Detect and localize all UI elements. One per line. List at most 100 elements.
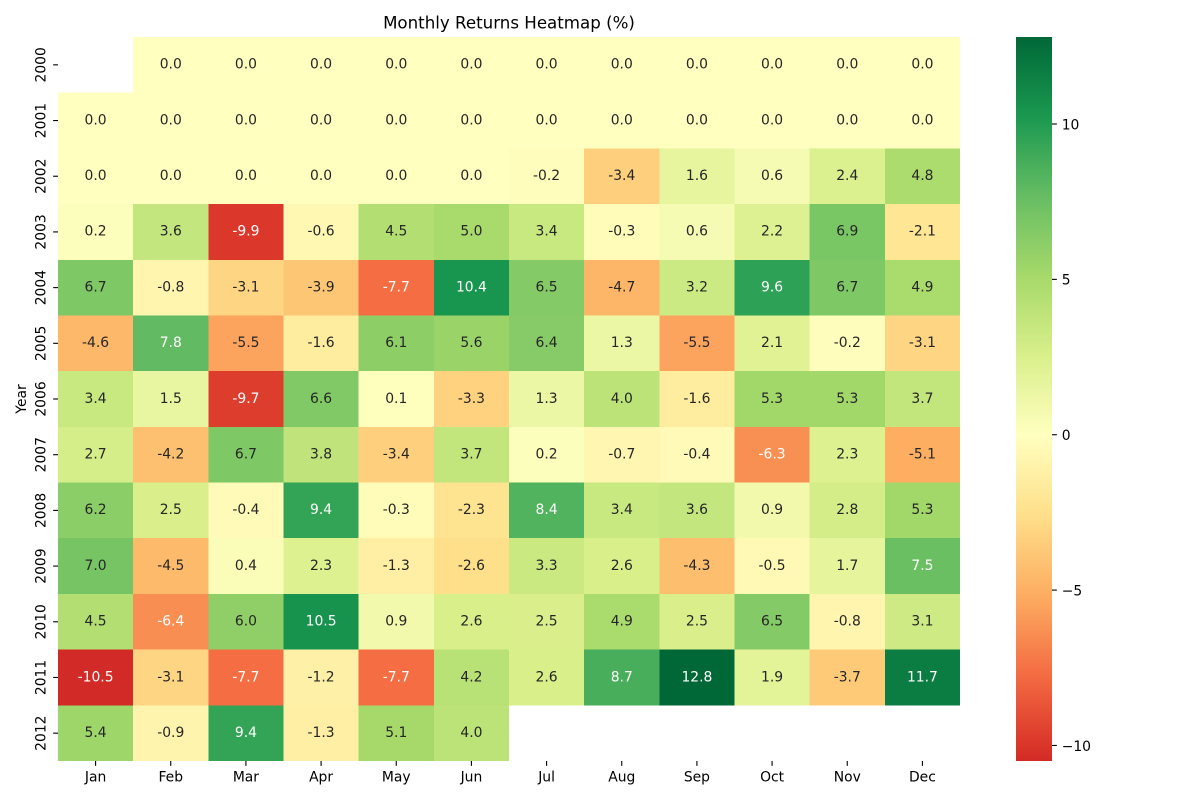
heatmap-cell [133,538,209,594]
y-tick-label: 2000 [33,47,49,82]
heatmap-cell [133,92,209,149]
heatmap-cell [58,705,134,761]
cell-value-label: 5.4 [85,725,107,741]
y-tick-label: 2012 [33,715,49,750]
heatmap-cell [283,259,359,316]
cell-value-label: -6.3 [759,446,786,462]
cell-value-label: 2.1 [761,335,783,351]
x-tick-label: Jul [537,769,555,785]
heatmap-cell [584,482,660,539]
cell-value-label: 0.0 [460,57,482,73]
heatmap-cell [659,148,735,205]
cell-value-label: -1.2 [308,669,335,685]
heatmap-cell [208,204,284,260]
cell-value-label: 2.3 [836,446,858,462]
cell-value-label: 0.0 [686,57,708,73]
cell-value-label: 0.0 [611,57,633,73]
cell-value-labels: 0.0 0.0 0.0 0.0 0.0 0.0 0.0 0.0 0.0 0.0 0.0 0.0 0.0 0… [78,57,938,741]
cell-value-label: 3.4 [85,391,107,407]
cell-value-label: 0.0 [611,112,633,128]
heatmap-cell [433,37,509,93]
cell-value-label: 3.4 [611,502,633,518]
heatmap-cell [884,649,960,706]
cell-value-label: -2.3 [458,502,485,518]
heatmap-cell [659,92,735,149]
cell-value-label: -5.1 [909,446,936,462]
cell-value-label: 3.2 [686,279,708,295]
heatmap-cell [58,371,134,427]
cell-value-label: -9.9 [232,224,259,240]
cell-value-label: -9.7 [232,391,259,407]
cell-value-label: 0.9 [385,614,407,630]
heatmap-cell [433,649,509,706]
cell-value-label: 2.4 [836,168,858,184]
cell-value-label: -10.5 [78,669,114,685]
heatmap-cell [884,482,960,539]
heatmap-cell [133,315,209,372]
x-tick-label: Nov [834,769,861,785]
heatmap-cell [734,92,810,149]
cell-value-label: -1.6 [683,391,710,407]
cell-value-label: -0.7 [608,446,635,462]
cell-value-label: 1.3 [536,391,558,407]
y-axis-label: Year [14,384,30,415]
heatmap-cell [809,259,885,316]
cell-value-label: 1.3 [611,335,633,351]
heatmap-cell [509,204,585,260]
cell-value-label: -0.4 [232,502,259,518]
cell-value-label: -3.1 [909,335,936,351]
heatmap-cell [509,482,585,539]
cell-value-label: 7.5 [911,558,933,574]
heatmap-cell [133,593,209,650]
heatmap-cell [734,371,810,427]
heatmap-cell [659,204,735,260]
heatmap-cell [283,92,359,149]
heatmap-cell [734,259,810,316]
heatmap-cell [208,538,284,594]
heatmap-cell [283,649,359,706]
cell-value-label: 9.6 [761,279,783,295]
heatmap-cell [283,371,359,427]
cell-value-label: -0.4 [683,446,710,462]
cell-value-label: 0.9 [761,502,783,518]
heatmap-cell [509,649,585,706]
cell-value-label: 6.7 [836,279,858,295]
cell-value-label: 6.6 [310,391,332,407]
cell-value-label: -0.2 [533,168,560,184]
heatmap-cell [283,593,359,650]
cell-value-label: -5.5 [683,335,710,351]
colorbar-tick-label: 0 [1062,428,1071,444]
heatmap-cell [734,649,810,706]
heatmap-cell [809,148,885,205]
heatmap-cell [809,482,885,539]
heatmap-cell [58,92,134,149]
colorbar-gradient [1016,37,1052,761]
heatmap-cell [809,426,885,483]
cell-value-label: 0.1 [385,391,407,407]
cell-value-label: -4.3 [683,558,710,574]
x-axis: Jan Feb Mar Apr May Jun Jul Aug Sep Oct Nov Dec [84,761,936,785]
y-tick-label: 2010 [33,604,49,639]
cell-value-label: 2.2 [761,224,783,240]
heatmap-cell [659,259,735,316]
heatmap-cell [884,37,960,93]
cell-value-label: 6.5 [536,279,558,295]
cell-value-label: 6.0 [235,614,257,630]
y-tick-label: 2004 [33,270,49,305]
heatmap-cell [884,259,960,316]
cell-value-label: 0.0 [460,112,482,128]
cell-value-label: -3.3 [458,391,485,407]
cell-value-label: 6.2 [85,502,107,518]
heatmap-cell [734,37,810,93]
heatmap-cell [734,426,810,483]
cell-value-label: 0.0 [761,112,783,128]
cell-value-label: -4.2 [157,446,184,462]
cell-value-label: -3.4 [383,446,410,462]
x-tick-label: Jun [460,769,483,785]
heatmap-cell [133,705,209,761]
heatmap-cell [509,92,585,149]
heatmap-cell [283,204,359,260]
cell-value-label: -4.7 [608,279,635,295]
cell-value-label: 3.6 [686,502,708,518]
heatmap-cell [58,315,134,372]
